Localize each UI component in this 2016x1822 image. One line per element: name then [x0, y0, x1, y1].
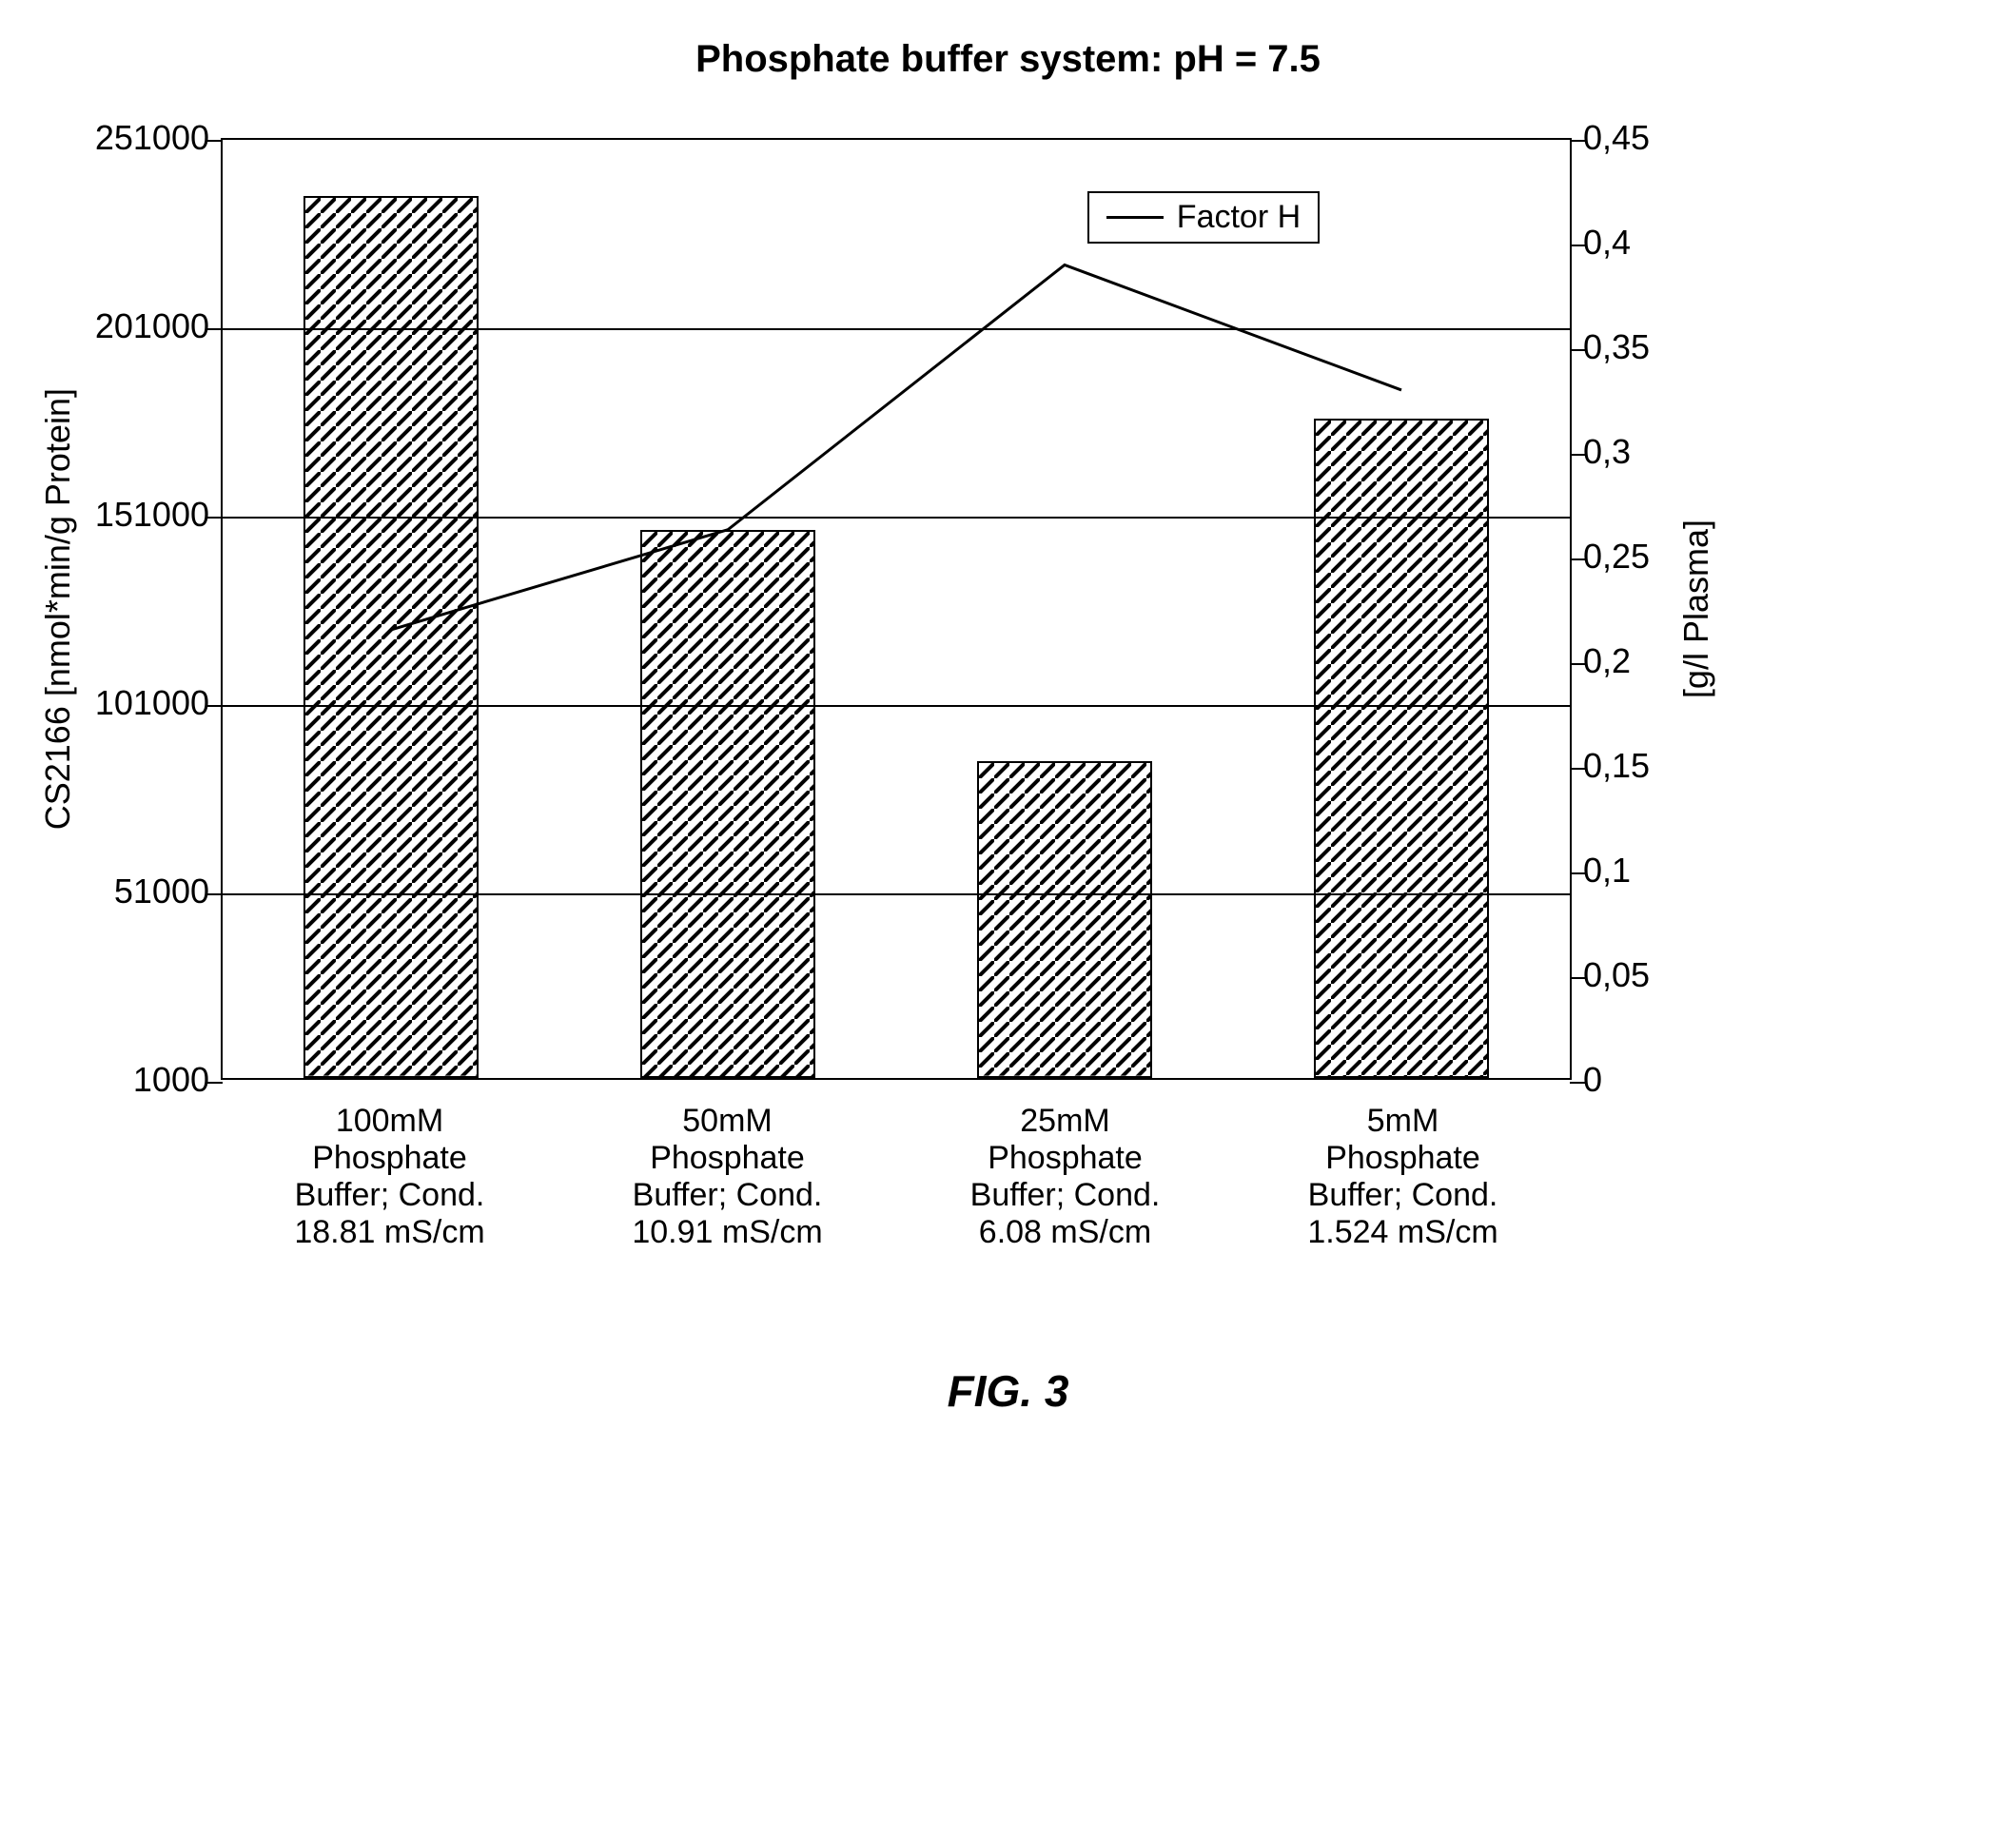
x-axis-category-label: 50mMPhosphateBuffer; Cond.10.91 mS/cm	[558, 1103, 896, 1251]
x-label-line: Buffer; Cond.	[1234, 1177, 1572, 1214]
y-right-tick-label: 0,3	[1583, 432, 1631, 472]
x-label-line: 1.524 mS/cm	[1234, 1214, 1572, 1251]
y-right-tick-label: 0,15	[1583, 746, 1650, 786]
y-left-tick-label: 151000	[95, 495, 209, 535]
gridline	[223, 517, 1570, 519]
y-right-tick-label: 0,05	[1583, 955, 1650, 995]
y-ticks-left: 100051000101000151000201000251000	[78, 138, 221, 1080]
x-label-line: 5mM	[1234, 1103, 1572, 1140]
chart-title: Phosphate buffer system: pH = 7.5	[38, 38, 1978, 81]
y-right-tick-label: 0,45	[1583, 118, 1650, 158]
y-right-tick-label: 0,4	[1583, 223, 1631, 263]
x-label-line: 10.91 mS/cm	[558, 1214, 896, 1251]
y-left-tick-mark	[207, 893, 223, 895]
x-label-line: 18.81 mS/cm	[221, 1214, 558, 1251]
y-left-tick-mark	[207, 705, 223, 707]
y-left-tick-label: 51000	[114, 872, 209, 911]
x-label-line: 100mM	[221, 1103, 558, 1140]
plot-row: CS2166 [nmol*min/g Protein] 100051000101…	[38, 138, 1978, 1080]
plot-area: Factor H	[221, 138, 1572, 1080]
y-ticks-right: 00,050,10,150,20,250,30,350,40,45	[1572, 138, 1676, 1080]
y-left-tick-label: 1000	[133, 1060, 209, 1100]
legend: Factor H	[1087, 191, 1320, 244]
y-left-tick-mark	[207, 1082, 223, 1084]
y-left-tick-mark	[207, 140, 223, 142]
y-right-tick-label: 0,1	[1583, 851, 1631, 891]
x-label-line: Phosphate	[221, 1140, 558, 1177]
x-label-line: Buffer; Cond.	[558, 1177, 896, 1214]
y-right-tick-label: 0,25	[1583, 537, 1650, 577]
x-axis-category-label: 100mMPhosphateBuffer; Cond.18.81 mS/cm	[221, 1103, 558, 1251]
y-axis-left: CS2166 [nmol*min/g Protein] 100051000101…	[38, 138, 221, 1080]
gridline	[223, 705, 1570, 707]
x-label-line: 50mM	[558, 1103, 896, 1140]
y-right-tick-label: 0,35	[1583, 327, 1650, 367]
gridline	[223, 893, 1570, 895]
y-right-tick-label: 0,2	[1583, 641, 1631, 681]
gridline	[223, 328, 1570, 330]
legend-label: Factor H	[1177, 199, 1301, 236]
figure-caption: FIG. 3	[38, 1365, 1978, 1417]
factor-h-line	[391, 264, 1401, 629]
y-left-tick-mark	[207, 328, 223, 330]
y-left-tick-mark	[207, 517, 223, 519]
x-label-line: Buffer; Cond.	[896, 1177, 1234, 1214]
line-series	[223, 140, 1570, 1078]
x-label-line: Phosphate	[1234, 1140, 1572, 1177]
y-left-tick-label: 201000	[95, 306, 209, 346]
y-axis-left-label: CS2166 [nmol*min/g Protein]	[38, 388, 78, 830]
legend-line-swatch	[1106, 216, 1164, 219]
x-label-line: Phosphate	[558, 1140, 896, 1177]
y-right-tick-label: 0	[1583, 1060, 1602, 1100]
x-axis-labels: 100mMPhosphateBuffer; Cond.18.81 mS/cm50…	[221, 1103, 1572, 1251]
x-label-line: 25mM	[896, 1103, 1234, 1140]
x-axis-category-label: 5mMPhosphateBuffer; Cond.1.524 mS/cm	[1234, 1103, 1572, 1251]
x-label-line: Buffer; Cond.	[221, 1177, 558, 1214]
y-axis-right: 00,050,10,150,20,250,30,350,40,45 [g/l P…	[1572, 138, 1716, 1080]
x-label-line: 6.08 mS/cm	[896, 1214, 1234, 1251]
chart-container: Phosphate buffer system: pH = 7.5 CS2166…	[38, 38, 1978, 1417]
y-left-tick-label: 251000	[95, 118, 209, 158]
y-left-tick-label: 101000	[95, 683, 209, 723]
y-axis-right-label: [g/l Plasma]	[1676, 519, 1716, 698]
x-label-line: Phosphate	[896, 1140, 1234, 1177]
x-axis-category-label: 25mMPhosphateBuffer; Cond.6.08 mS/cm	[896, 1103, 1234, 1251]
